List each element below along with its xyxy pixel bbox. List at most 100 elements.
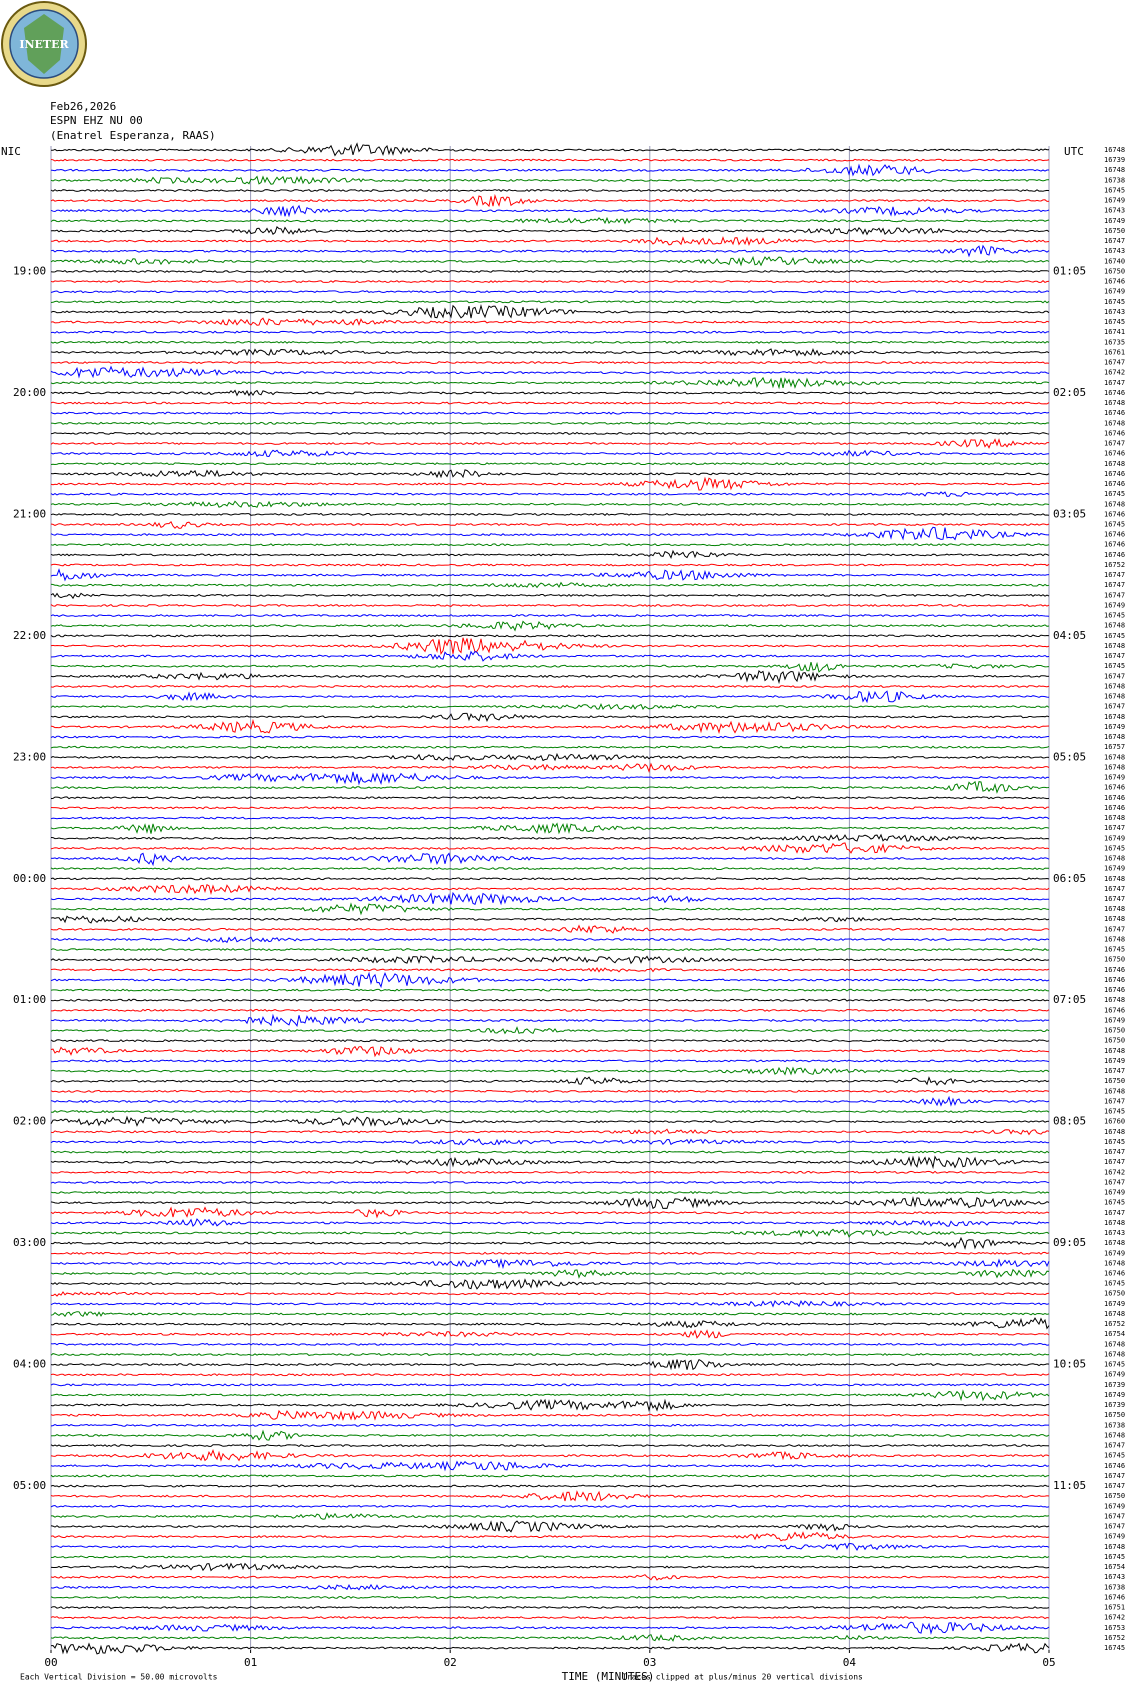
location: (Enatrel Esperanza, RAAS) [50, 129, 216, 142]
trace [50, 971, 1050, 989]
trace-label: 16746 [1104, 389, 1125, 397]
trace-label: 16738 [1104, 1583, 1125, 1591]
trace-label: 16748 [1104, 935, 1125, 943]
trace [50, 745, 1050, 749]
trace [50, 520, 1050, 529]
trace-label: 16746 [1104, 278, 1125, 286]
trace-label: 16745 [1104, 521, 1125, 529]
right-time-label: 01:05 [1053, 264, 1086, 277]
trace [50, 637, 1050, 655]
trace-label: 16747 [1104, 379, 1125, 387]
trace [51, 1008, 1050, 1012]
trace-label: 16760 [1104, 1118, 1125, 1126]
trace-label: 16747 [1104, 1067, 1125, 1075]
trace [50, 1373, 1050, 1377]
trace [50, 1236, 1050, 1250]
trace [50, 1398, 1049, 1412]
trace-label: 16743 [1104, 1229, 1125, 1237]
trace-label: 16746 [1104, 470, 1125, 478]
trace-label: 16749 [1104, 197, 1125, 205]
trace [50, 280, 1050, 284]
trace-label: 16749 [1104, 865, 1125, 873]
trace-label: 16748 [1104, 1087, 1125, 1095]
trace-label: 16745 [1104, 1553, 1125, 1561]
trace [50, 1013, 1050, 1028]
trace [50, 1583, 1050, 1591]
trace-label: 16745 [1104, 318, 1125, 326]
trace [50, 1409, 1050, 1421]
trace-label: 16739 [1104, 156, 1125, 164]
trace [51, 1512, 1050, 1520]
trace [50, 1066, 1050, 1076]
trace-label: 16746 [1104, 531, 1125, 539]
trace [50, 924, 1050, 934]
trace [50, 158, 1050, 162]
trace-label: 16748 [1104, 1259, 1125, 1267]
trace [50, 1170, 1050, 1174]
right-time-label: 03:05 [1053, 507, 1086, 520]
trace-label: 16748 [1104, 713, 1125, 721]
trace [50, 620, 1050, 632]
trace-label: 16748 [1104, 682, 1125, 690]
trace-label: 16747 [1104, 1512, 1125, 1520]
trace [50, 1045, 1050, 1058]
trace [50, 389, 1050, 397]
right-time-label: 05:05 [1053, 750, 1086, 763]
trace [50, 703, 1050, 710]
trace [50, 936, 1050, 944]
trace-label: 16748 [1104, 622, 1125, 630]
trace [50, 1268, 1050, 1279]
trace [50, 449, 1050, 458]
trace-label: 16753 [1104, 1624, 1125, 1632]
trace-label: 16747 [1104, 824, 1125, 832]
trace [50, 163, 1049, 177]
trace [50, 948, 1050, 952]
trace [50, 304, 1050, 319]
trace [50, 1460, 1050, 1472]
trace-label: 16745 [1104, 298, 1125, 306]
x-tick-label: 04 [843, 1656, 857, 1669]
trace [50, 1423, 1049, 1427]
trace [50, 762, 1050, 774]
trace [50, 718, 1050, 734]
trace [50, 581, 1050, 589]
trace [50, 614, 1050, 618]
trace [50, 661, 1050, 673]
right-time-label: 08:05 [1053, 1115, 1086, 1128]
trace [50, 867, 1049, 871]
trace-label: 16747 [1104, 885, 1125, 893]
trace-label: 16749 [1104, 601, 1125, 609]
trace-label: 16743 [1104, 308, 1125, 316]
trace [50, 1359, 1050, 1371]
trace-label: 16747 [1104, 1178, 1125, 1186]
trace [50, 1089, 1050, 1093]
trace-label: 16746 [1104, 450, 1125, 458]
trace-label: 16743 [1104, 1573, 1125, 1581]
trace [50, 735, 1050, 739]
trace-label: 16745 [1104, 186, 1125, 194]
trace-label: 16747 [1104, 1442, 1125, 1450]
trace [50, 883, 1050, 895]
trace-label: 16748 [1104, 996, 1125, 1004]
trace [50, 1206, 1050, 1219]
trace-label: 16740 [1104, 257, 1125, 265]
trace [50, 1150, 1050, 1154]
trace-label: 16746 [1104, 1270, 1125, 1278]
left-time-label: 00:00 [13, 872, 46, 885]
logo-text: INETER [19, 38, 69, 51]
trace [50, 842, 1050, 854]
trace-label: 16748 [1104, 1310, 1125, 1318]
trace [50, 1621, 1050, 1635]
trace [50, 1606, 1050, 1610]
trace-label: 16747 [1104, 1209, 1125, 1217]
trace [50, 1076, 1050, 1086]
trace [50, 1329, 1050, 1339]
trace-label: 16745 [1104, 1138, 1125, 1146]
trace [50, 376, 1050, 390]
trace-label: 16746 [1104, 1593, 1125, 1601]
trace-label: 16745 [1104, 1361, 1125, 1369]
trace-label: 16747 [1104, 1148, 1125, 1156]
trace [50, 244, 1050, 258]
trace [50, 1389, 1050, 1402]
trace-label: 16745 [1104, 612, 1125, 620]
